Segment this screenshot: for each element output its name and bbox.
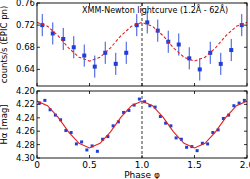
- data-point: [93, 65, 97, 69]
- plot-area: [37, 3, 247, 86]
- y-axis-label: Hα [mag]: [0, 104, 9, 144]
- x-tick-label: 1.0: [135, 160, 150, 170]
- y-tick-label: 0.64: [16, 64, 35, 74]
- y-tick-label: 4.30: [16, 153, 35, 163]
- data-point: [82, 54, 86, 58]
- data-point: [114, 62, 118, 66]
- y-axis-label: counts/s (EPIC pn): [0, 6, 9, 83]
- frame: [37, 3, 247, 86]
- y-tick-label: 4.28: [16, 140, 35, 150]
- x-tick-label: 0.5: [82, 160, 96, 170]
- y-tick-label: 4.24: [16, 113, 35, 123]
- data-point: [138, 98, 141, 101]
- plot-area: [37, 91, 247, 158]
- y-tick-label: 4.26: [16, 126, 35, 136]
- x-tick-label: 2.0: [240, 160, 250, 170]
- x-axis-label: Phase φ: [124, 170, 160, 179]
- panel: 0.64 0.68 0.72 0.76 XMM-Newton lightcurve (1…: [0, 0, 247, 86]
- data-point: [177, 43, 181, 47]
- y-tick-label: 4.20: [16, 86, 35, 96]
- y-tick-label: 4.22: [16, 99, 35, 109]
- y-tick-label: 0.72: [16, 20, 35, 30]
- data-point: [72, 45, 76, 49]
- data-point: [229, 48, 233, 52]
- figure: 0.64 0.68 0.72 0.76 XMM-Newton lightcurve (1…: [0, 0, 250, 179]
- fit-line: [37, 22, 247, 61]
- data-point: [175, 136, 178, 139]
- panel: 0 0.5 1.0 1.5 2.0 4.20 4.22 4.24 4.26 4.28 4.30 Hα …: [0, 86, 250, 179]
- y-tick-label: 0.68: [16, 42, 35, 52]
- frame: [37, 91, 247, 158]
- data-point: [80, 140, 83, 143]
- data-point: [219, 62, 223, 66]
- fit-line: [37, 101, 247, 148]
- reference-line: [142, 3, 143, 86]
- title: XMM-Newton lightcurve (1.2Å - 62Å): [82, 4, 228, 15]
- data-point: [96, 150, 99, 153]
- x-tick-label: 0: [34, 160, 40, 170]
- x-tick-label: 1.5: [187, 160, 201, 170]
- data-point: [124, 51, 128, 55]
- data-point: [185, 146, 188, 149]
- data-point: [196, 149, 199, 152]
- data-point: [198, 67, 202, 71]
- y-tick-label: 0.76: [16, 0, 35, 8]
- data-point: [206, 142, 209, 145]
- data-point: [43, 99, 46, 102]
- data-point: [75, 142, 78, 145]
- data-point: [85, 148, 88, 151]
